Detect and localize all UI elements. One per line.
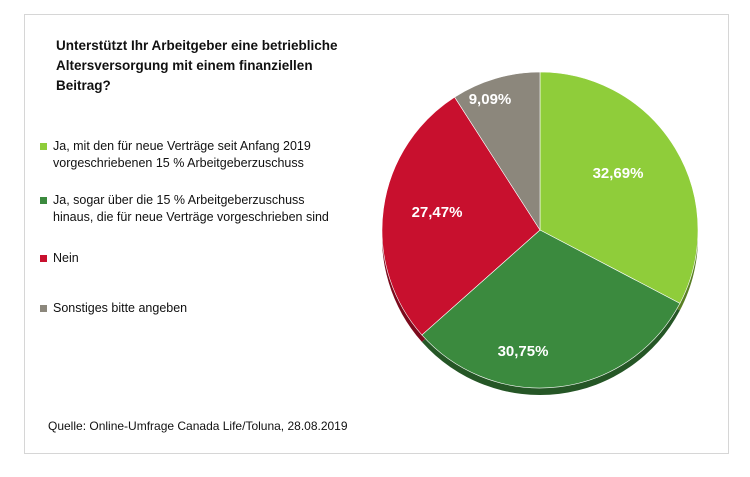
legend-swatch [40, 255, 47, 262]
legend-swatch [40, 197, 47, 204]
pie-slice-label: 30,75% [498, 343, 549, 360]
legend-label-line: hinaus, die für neue Verträge vorgeschri… [53, 210, 329, 224]
source-note: Quelle: Online-Umfrage Canada Life/Tolun… [48, 419, 348, 433]
chart-title-line: Beitrag? [56, 78, 111, 93]
legend-swatch [40, 143, 47, 150]
chart-title-line: Unterstützt Ihr Arbeitgeber eine betrieb… [56, 38, 338, 53]
legend-item: Nein [40, 250, 370, 300]
legend-label-line: Sonstiges bitte angeben [53, 301, 188, 315]
pie-slice [421, 229, 681, 389]
pie-slice-label: 27,47% [412, 204, 463, 221]
legend-label-line: Ja, sogar über die 15 % Arbeitgeberzusch… [53, 193, 305, 207]
pie-slice [454, 71, 541, 232]
pie-slice-label: 9,09% [469, 91, 512, 108]
legend-swatch [40, 305, 47, 312]
legend-label-line: vorgeschriebenen 15 % Arbeitgeberzuschus… [53, 156, 304, 170]
pie-slice [539, 71, 699, 304]
legend-label: Ja, mit den für neue Verträge seit Anfan… [53, 138, 311, 172]
chart-title-line: Altersversorgung mit einem finanziellen [56, 58, 313, 73]
legend-label: Ja, sogar über die 15 % Arbeitgeberzusch… [53, 192, 329, 226]
legend-label-line: Ja, mit den für neue Verträge seit Anfan… [53, 139, 311, 153]
legend-item: Ja, mit den für neue Verträge seit Anfan… [40, 138, 370, 192]
legend: Ja, mit den für neue Verträge seit Anfan… [40, 138, 370, 317]
legend-label: Sonstiges bitte angeben [53, 300, 187, 317]
pie-slice-label: 32,69% [593, 165, 644, 182]
pie-slice [381, 96, 541, 336]
pie-slices [381, 71, 699, 395]
legend-item: Sonstiges bitte angeben [40, 300, 370, 317]
pie-chart: 32,69% 30,75% 27,47% 9,09% [381, 71, 699, 395]
legend-item: Ja, sogar über die 15 % Arbeitgeberzusch… [40, 192, 370, 250]
pie-labels: 32,69% 30,75% 27,47% 9,09% [412, 91, 644, 360]
legend-label-line: Nein [53, 251, 79, 265]
chart-title: Unterstützt Ihr Arbeitgeber eine betrieb… [56, 36, 356, 96]
legend-label: Nein [53, 250, 79, 267]
